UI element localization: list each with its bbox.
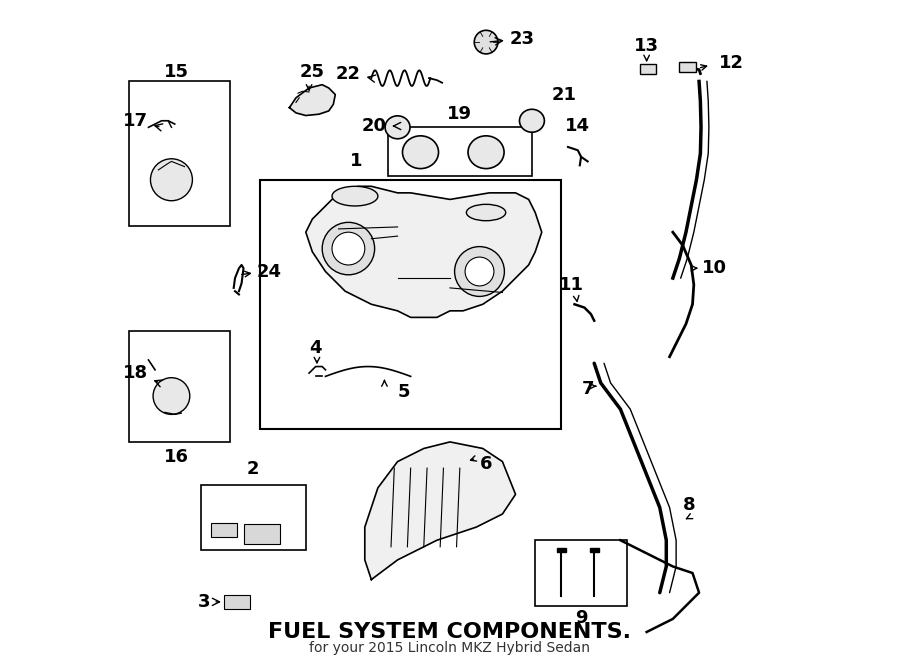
Text: 4: 4 [310, 338, 322, 357]
Bar [557, 548, 566, 552]
Text: 12: 12 [719, 54, 743, 72]
Text: 17: 17 [123, 112, 163, 131]
Text: 23: 23 [491, 30, 535, 48]
Ellipse shape [466, 204, 506, 221]
Text: 9: 9 [575, 609, 588, 627]
Text: 1: 1 [350, 152, 363, 170]
Bar [388, 128, 532, 176]
Bar [129, 81, 230, 225]
Circle shape [465, 257, 494, 286]
Text: 7: 7 [581, 381, 594, 399]
Bar [129, 330, 230, 442]
Text: 16: 16 [164, 448, 189, 467]
Text: 6: 6 [480, 455, 492, 473]
Circle shape [474, 30, 498, 54]
Polygon shape [290, 85, 336, 116]
Ellipse shape [402, 136, 438, 169]
Bar [244, 524, 280, 543]
Text: 13: 13 [634, 37, 659, 56]
Text: 19: 19 [447, 105, 473, 124]
Bar [640, 63, 656, 73]
Text: 10: 10 [702, 259, 727, 277]
Text: 15: 15 [164, 63, 189, 81]
Circle shape [332, 232, 365, 265]
Circle shape [150, 159, 193, 201]
Bar [211, 523, 237, 537]
Ellipse shape [468, 136, 504, 169]
Bar [260, 180, 562, 429]
Ellipse shape [519, 109, 544, 132]
Text: 11: 11 [559, 276, 584, 294]
Text: 25: 25 [300, 63, 325, 81]
Bar [224, 595, 250, 609]
Bar [201, 485, 306, 550]
Text: FUEL SYSTEM COMPONENTS.: FUEL SYSTEM COMPONENTS. [268, 622, 632, 642]
Text: 2: 2 [248, 460, 259, 478]
Circle shape [153, 377, 190, 414]
Polygon shape [364, 442, 516, 580]
Text: 22: 22 [336, 65, 375, 83]
Bar [536, 540, 627, 605]
Ellipse shape [385, 116, 410, 139]
PathPatch shape [306, 186, 542, 317]
Text: 24: 24 [256, 262, 282, 280]
Text: 14: 14 [565, 117, 590, 136]
Text: 21: 21 [552, 87, 577, 104]
Ellipse shape [332, 186, 378, 206]
Bar [590, 548, 598, 552]
Text: 18: 18 [122, 364, 163, 387]
Text: 3: 3 [198, 593, 220, 611]
Circle shape [454, 247, 504, 296]
Text: 20: 20 [362, 117, 400, 135]
Bar [680, 61, 696, 71]
Text: 5: 5 [398, 383, 410, 401]
Text: for your 2015 Lincoln MKZ Hybrid Sedan: for your 2015 Lincoln MKZ Hybrid Sedan [310, 641, 590, 655]
Text: 8: 8 [683, 496, 696, 514]
Circle shape [322, 222, 374, 275]
